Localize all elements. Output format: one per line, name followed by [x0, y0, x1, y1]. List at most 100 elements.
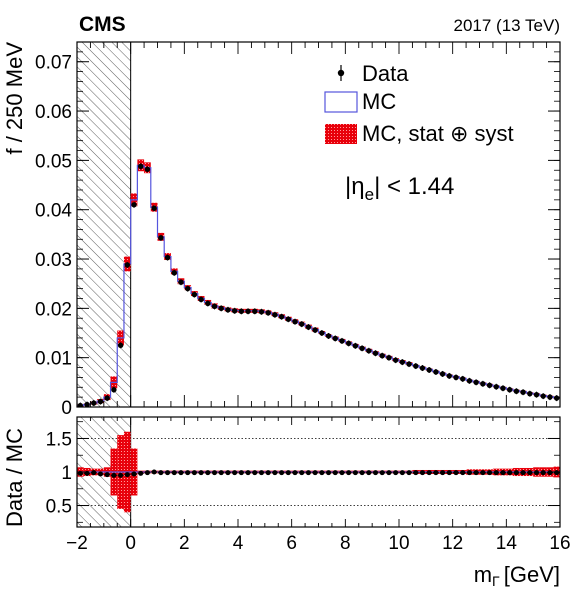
svg-text:MC, stat ⊕ syst: MC, stat ⊕ syst [362, 121, 514, 146]
ratio-point [393, 470, 399, 476]
ratio-point [493, 470, 499, 476]
ratio-point [97, 471, 103, 477]
ratio-point [205, 470, 211, 476]
data-point [433, 369, 439, 375]
data-point [97, 398, 104, 405]
data-point [345, 340, 352, 347]
y-tick-label: 0.01 [35, 349, 72, 370]
ratio-point [346, 470, 352, 476]
reference-lines [77, 438, 560, 506]
ratio-point [373, 470, 379, 476]
ratio-point [245, 470, 251, 476]
data-point [399, 359, 406, 365]
data-point [171, 270, 177, 276]
svg-text:Data: Data [362, 61, 409, 86]
ratio-point [433, 470, 439, 476]
ratio-point [131, 471, 137, 477]
ratio-point [111, 472, 117, 478]
ratio-point [460, 470, 466, 476]
data-point [366, 348, 372, 354]
x-tick-label: 16 [549, 533, 570, 554]
ratio-point [547, 470, 553, 476]
ratio-point [453, 470, 459, 476]
data-point [527, 390, 533, 397]
mc-band-upper [77, 159, 560, 407]
ratio-point [91, 470, 97, 476]
ratio-point [339, 470, 345, 476]
svg-text:MC: MC [362, 89, 396, 114]
x-tick-label: 8 [340, 533, 351, 554]
x-tick-label: 10 [388, 533, 409, 554]
data-point [419, 365, 426, 371]
ratio-point [419, 470, 425, 476]
ratio-point [212, 470, 218, 476]
data-point [520, 389, 526, 395]
y-tick-label: 0.02 [35, 299, 72, 320]
data-point [238, 308, 245, 315]
data-point [506, 387, 513, 393]
experiment-label: CMS [79, 13, 126, 36]
ratio-point [359, 470, 365, 476]
data-point [359, 345, 365, 352]
data-point [285, 316, 292, 322]
ratio-point [473, 470, 479, 476]
mc-histogram-line [77, 164, 560, 407]
data-point [473, 379, 479, 386]
data-point [178, 279, 184, 285]
ratio-point [500, 470, 506, 476]
ratio-point [352, 470, 358, 476]
ratio-point [332, 470, 338, 476]
y-tick-label: 0.05 [35, 151, 72, 172]
legend-entry-band: MC, stat ⊕ syst [325, 121, 514, 146]
data-point [386, 354, 392, 361]
ratio-point [507, 470, 513, 476]
data-point [77, 402, 84, 407]
data-point [131, 202, 137, 208]
legend: Data MC MC, stat ⊕ syst [324, 61, 514, 146]
upper-y-axis: 0 0.01 0.02 0.03 0.04 0.05 0.06 0.07 [35, 41, 560, 419]
data-point [480, 381, 486, 387]
ratio-point [218, 470, 224, 476]
data-point [426, 367, 432, 373]
data-point [372, 350, 379, 356]
energy-label: 2017 (13 TeV) [454, 16, 560, 35]
data-point [446, 373, 453, 379]
ratio-point [366, 470, 372, 476]
ratio-point [272, 470, 278, 476]
ratio-point [554, 470, 560, 476]
ratio-point [534, 470, 540, 476]
ratio-point [406, 470, 412, 476]
ratio-point [144, 470, 150, 476]
ratio-point [138, 470, 144, 476]
x-tick-label: 14 [496, 533, 518, 554]
data-point [211, 303, 218, 310]
ratio-point [466, 470, 472, 476]
data-point [184, 285, 191, 292]
data-point [453, 374, 459, 381]
ratio-point [480, 470, 486, 476]
ratio-point [171, 470, 177, 476]
x-tick-label: 2 [179, 533, 190, 554]
ratio-point [158, 470, 164, 476]
ratio-point [446, 470, 452, 476]
upper-x-ticks [76, 42, 561, 407]
data-point [500, 385, 506, 391]
data-point [218, 305, 224, 312]
data-point [513, 388, 520, 394]
data-point [547, 394, 553, 400]
data-point [225, 307, 231, 313]
ratio-point [185, 470, 191, 476]
lower-panel: 0.5 1 1.5 −2 0 2 4 6 8 10 12 14 16 Data / MC mΓ [GeV… [2, 416, 571, 589]
ratio-y-tick-label: 0.5 [46, 497, 72, 518]
ratio-point [292, 470, 298, 476]
data-point [553, 395, 560, 401]
data-point [205, 300, 211, 307]
y-tick-label: 0.03 [35, 250, 72, 271]
ratio-point [238, 470, 244, 476]
data-point [339, 338, 345, 344]
data-point [278, 314, 285, 320]
data-point [151, 205, 157, 211]
data-point [84, 401, 90, 407]
ratio-point [118, 472, 124, 478]
data-point [332, 335, 338, 342]
